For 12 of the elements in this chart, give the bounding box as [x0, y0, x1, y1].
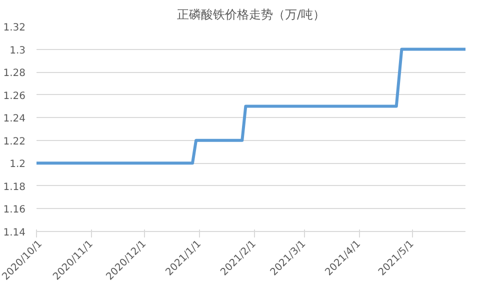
y-tick-label: 1.3 — [10, 45, 26, 56]
y-tick-label: 1.26 — [3, 90, 26, 102]
y-tick-label: 1.2 — [10, 159, 26, 170]
y-tick-label: 1.28 — [3, 68, 26, 80]
chart-title: 正磷酸铁价格走势（万/吨） — [176, 8, 326, 22]
y-tick-label: 1.16 — [3, 204, 26, 216]
y-tick-label: 1.14 — [3, 228, 26, 238]
line-series — [36, 48, 466, 165]
y-tick-label: 1.24 — [3, 114, 26, 125]
y-tick-label: 1.22 — [3, 136, 26, 148]
y-tick-label: 1.32 — [3, 22, 26, 34]
y-tick-label: 1.18 — [3, 182, 26, 193]
